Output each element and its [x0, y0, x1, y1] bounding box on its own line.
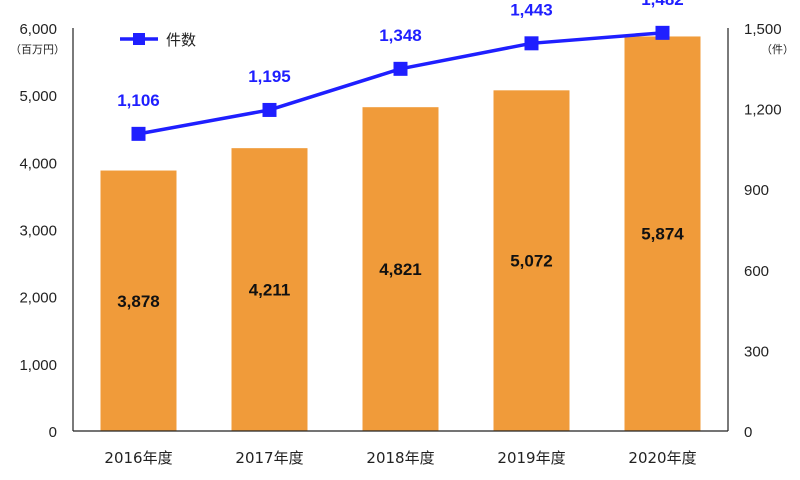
category-label-2: 2018年度: [366, 449, 434, 467]
line-value-label-1: 1,195: [248, 67, 291, 86]
bar-value-label-2: 4,821: [379, 260, 422, 279]
bar-value-label-3: 5,072: [510, 252, 553, 271]
left-tick-label-3: 3,000: [19, 223, 57, 240]
bar-0: [100, 170, 177, 432]
bars-layer: 3,878 4,211 4,821 5,072 5,874: [100, 36, 701, 432]
line-marker-3: [524, 36, 539, 51]
line-layer: 1,106 1,195 1,348 1,443 1,482: [117, 0, 684, 141]
category-label-0: 2016年度: [104, 449, 172, 467]
left-tick-label-1: 1,000: [19, 357, 57, 374]
right-axis-unit: （件）: [761, 43, 794, 56]
bar-value-label-1: 4,211: [249, 281, 291, 300]
legend-label: 件数: [166, 31, 196, 49]
category-label-4: 2020年度: [628, 449, 696, 467]
bar-4: [624, 36, 701, 431]
line-value-label-4: 1,482: [641, 0, 684, 9]
left-axis-unit: （百万円）: [10, 43, 65, 56]
category-label-3: 2019年度: [497, 449, 565, 467]
legend: 件数: [120, 31, 196, 49]
bar-value-label-0: 3,878: [117, 292, 160, 311]
bar-3: [493, 90, 570, 432]
left-tick-label-5: 5,000: [19, 88, 57, 105]
right-tick-label-3: 900: [744, 182, 769, 199]
legend-square-marker: [133, 33, 145, 45]
bar-1: [231, 148, 308, 431]
right-tick-label-2: 600: [744, 263, 769, 280]
right-tick-label-4: 1,200: [744, 102, 782, 119]
left-tick-label-2: 2,000: [19, 290, 57, 307]
line-value-label-0: 1,106: [117, 91, 160, 110]
category-label-1: 2017年度: [235, 449, 303, 467]
line-marker-0: [131, 126, 146, 141]
right-tick-label-1: 300: [744, 343, 769, 360]
line-marker-2: [393, 61, 408, 76]
axes-layer: [72, 28, 729, 432]
tick-labels-layer: 2016年度 2017年度 2018年度 2019年度 2020年度 0 1,000 2,00…: [19, 21, 781, 467]
line-marker-4: [655, 25, 670, 40]
right-tick-label-0: 0: [744, 424, 752, 441]
line-value-label-2: 1,348: [379, 26, 422, 45]
bar-value-label-4: 5,874: [641, 225, 684, 244]
line-marker-1: [262, 102, 277, 117]
left-tick-label-0: 0: [49, 424, 57, 441]
line-value-label-3: 1,443: [510, 0, 553, 19]
left-tick-label-4: 4,000: [19, 155, 57, 172]
bar-2: [362, 107, 439, 431]
right-tick-label-5: 1,500: [744, 21, 782, 38]
left-tick-label-6: 6,000: [19, 21, 57, 38]
